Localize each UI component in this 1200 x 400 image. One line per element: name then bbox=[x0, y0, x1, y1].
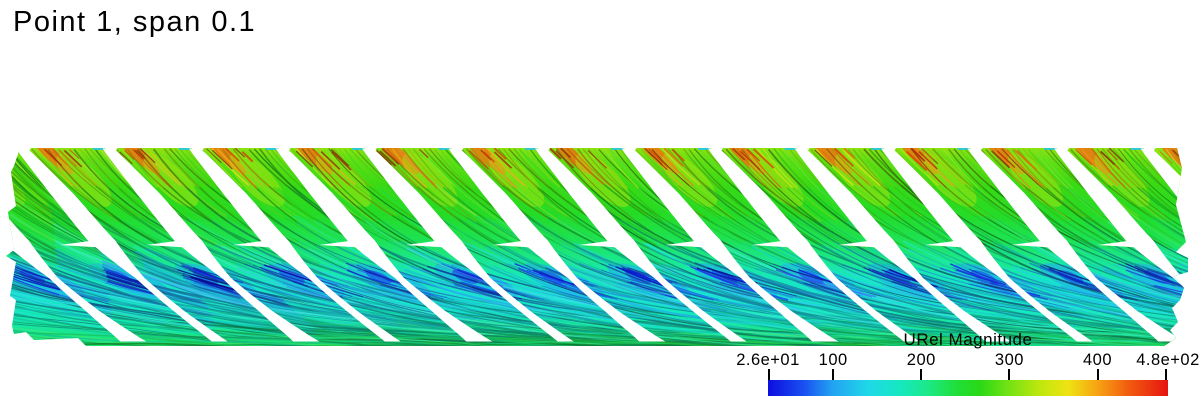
view-title: Point 1, span 0.1 bbox=[13, 6, 257, 38]
